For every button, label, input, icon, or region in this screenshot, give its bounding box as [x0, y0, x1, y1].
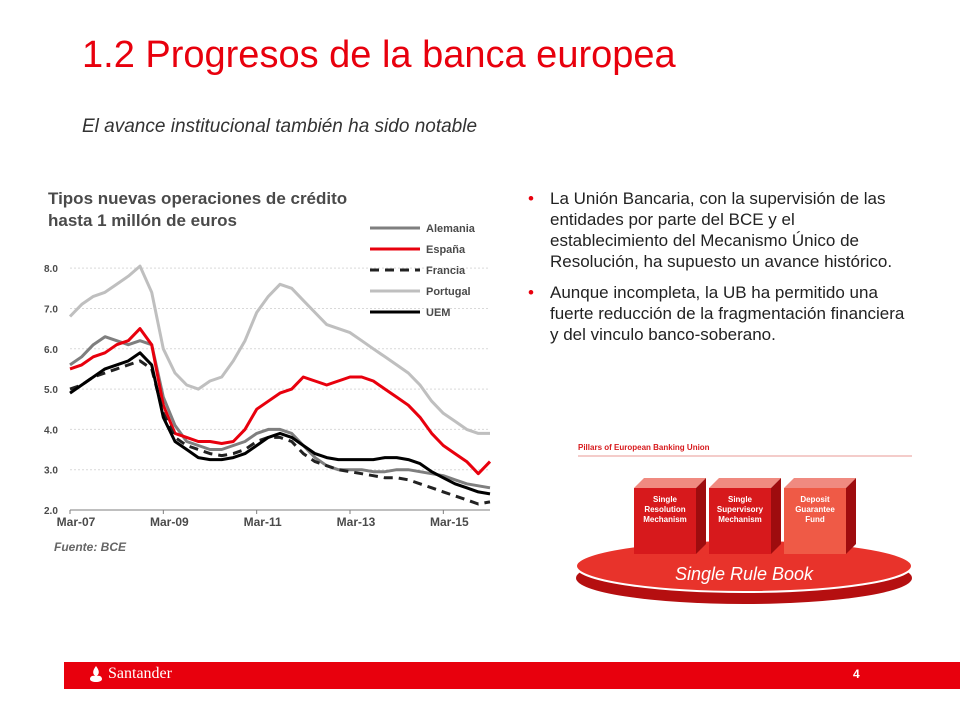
series-line-españa [69, 327, 492, 476]
pillar-side-face [846, 478, 856, 554]
y-tick-label: 2.0 [44, 506, 58, 517]
y-tick-label: 8.0 [44, 264, 58, 275]
bullet-text: Aunque incompleta, la UB ha permitido un… [550, 283, 905, 344]
y-tick-label: 7.0 [44, 304, 58, 315]
series-line-alemania [69, 335, 491, 490]
pillar-label: Deposit [800, 495, 830, 504]
legend-label: España [426, 244, 466, 256]
x-tick-label: Mar-07 [57, 515, 96, 528]
pillar-label: Supervisory [717, 505, 764, 514]
y-tick-label: 4.0 [44, 425, 58, 436]
slide-subtitle: El avance institucional también ha sido … [82, 116, 478, 137]
chart-source: Fuente: BCE [54, 540, 126, 554]
rule-book-label: Single Rule Book [675, 564, 814, 584]
pillar-top-face [634, 478, 706, 488]
pillar-top-face [784, 478, 856, 488]
slide-title: 1.2 Progresos de la banca europea [82, 34, 676, 76]
brand-name: Santander [108, 665, 172, 682]
pillar-front-face [634, 488, 696, 554]
series-line-uem [69, 351, 491, 496]
y-tick-label: 6.0 [44, 345, 58, 356]
pillar-label: Resolution [644, 505, 685, 514]
pillar-label: Single [728, 495, 753, 504]
bullet-text: La Unión Bancaria, con la supervisión de… [550, 189, 893, 271]
pillar-side-face [696, 478, 706, 554]
pillar-label: Fund [805, 515, 825, 524]
bullet-icon: • [528, 189, 534, 208]
brand-logo: Santander [88, 665, 172, 683]
pillar-label: Single [653, 495, 678, 504]
pillar-front-face [709, 488, 771, 554]
santander-flame-icon [90, 666, 102, 682]
chart-title: Tipos nuevas operaciones de crédito hast… [48, 189, 348, 230]
x-tick-label: Mar-13 [337, 515, 376, 528]
pillar-label: Guarantee [795, 505, 835, 514]
bullet-item: • Aunque incompleta, la UB ha permitido u… [526, 282, 916, 345]
series-line-portugal [68, 264, 490, 435]
legend-label: Francia [426, 265, 466, 277]
series-line-francia [69, 359, 491, 506]
pillar-top-face [709, 478, 781, 488]
pillar-label: Mechanism [718, 515, 762, 524]
pillar-label: Mechanism [643, 515, 687, 524]
y-tick-label: 3.0 [44, 466, 58, 477]
bullet-list: • La Unión Bancaria, con la supervisión d… [526, 188, 916, 355]
bullet-item: • La Unión Bancaria, con la supervisión d… [526, 188, 916, 272]
legend-label: Alemania [426, 223, 476, 235]
legend-label: Portugal [426, 286, 471, 298]
pillar-side-face [771, 478, 781, 554]
legend-label: UEM [426, 307, 450, 319]
x-tick-label: Mar-09 [150, 515, 189, 528]
pillar-front-face [784, 488, 846, 554]
pillars-header: Pillars of European Banking Union [578, 443, 710, 452]
page-number: 4 [853, 667, 860, 681]
bullet-icon: • [528, 283, 534, 302]
footer-bar: Santander 4 [64, 662, 960, 689]
banking-union-pillars-diagram: Pillars of European Banking Union Single… [575, 443, 913, 604]
pillar-blocks: SingleResolutionMechanismSingleSuperviso… [634, 478, 856, 554]
x-tick-label: Mar-11 [244, 515, 282, 528]
x-tick-label: Mar-15 [430, 515, 469, 528]
y-tick-label: 5.0 [44, 385, 58, 396]
